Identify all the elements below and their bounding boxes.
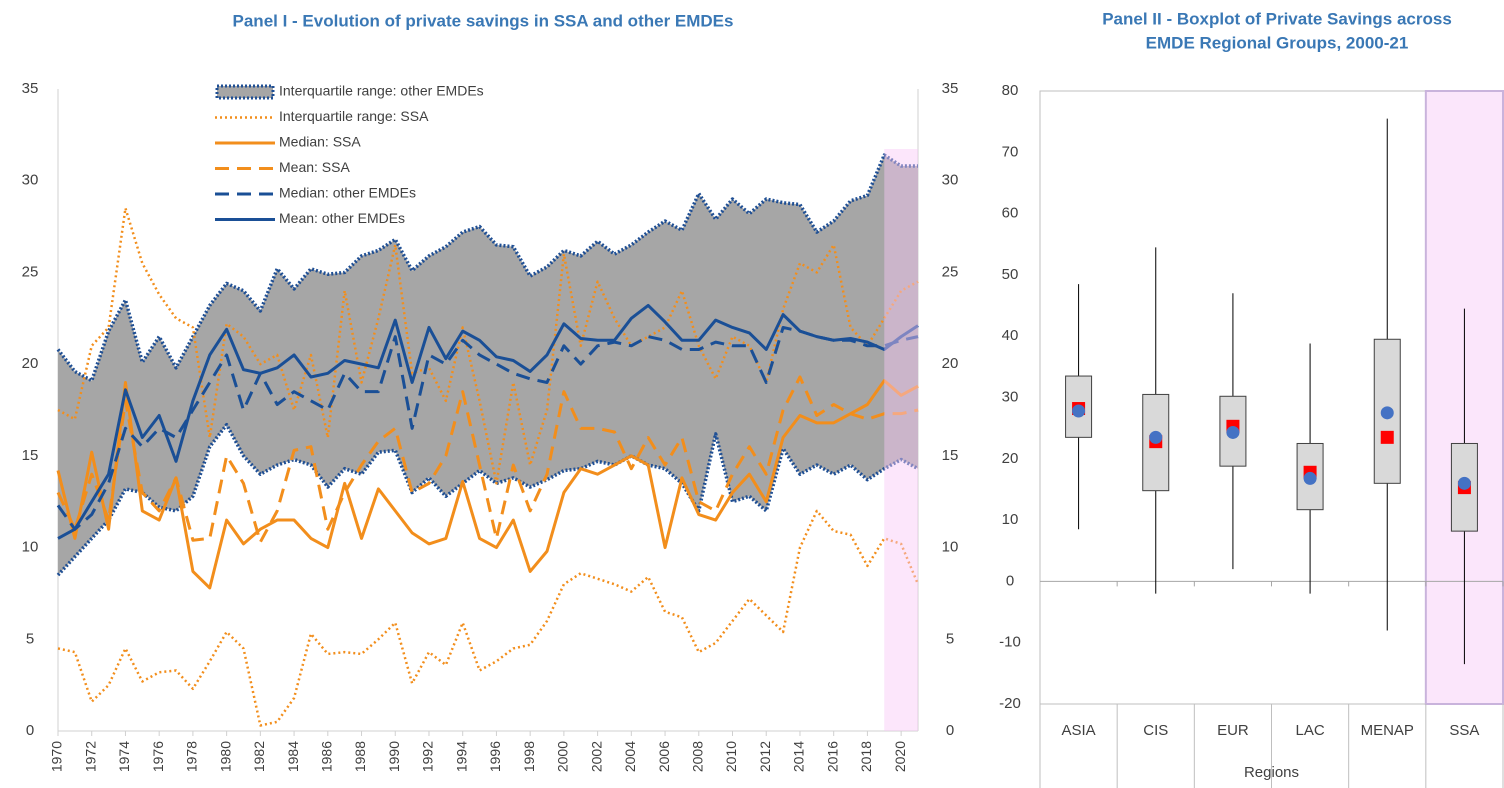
y-tick-label: 0 xyxy=(1006,572,1014,589)
x-tick-label: 2006 xyxy=(656,741,672,772)
y2-tick-label: 15 xyxy=(942,447,959,464)
y2-tick-label: 25 xyxy=(942,263,959,280)
iqr-upper-line xyxy=(56,153,918,383)
x-tick-label: 2004 xyxy=(622,741,638,772)
x-tick-label: 2002 xyxy=(588,741,604,772)
y-tick-label: 10 xyxy=(1002,511,1019,528)
y2-tick-label: 20 xyxy=(942,355,959,372)
legend-label: Interquartile range: other EMDEs xyxy=(279,83,484,99)
x-tick-label: SSA xyxy=(1449,722,1479,739)
x-tick-label: 1984 xyxy=(285,741,301,772)
x-tick-label: 2008 xyxy=(689,741,705,772)
x-axis-label: Regions xyxy=(1244,764,1299,781)
x-tick-label: CIS xyxy=(1143,722,1168,739)
x-tick-label: 1976 xyxy=(150,741,166,772)
series-line xyxy=(56,379,919,590)
circle-marker xyxy=(1457,476,1471,490)
y-tick-label: -20 xyxy=(999,695,1021,712)
x-tick-label: MENAP xyxy=(1361,722,1414,739)
y2-tick-label: 35 xyxy=(942,80,959,97)
x-tick-label: 1992 xyxy=(420,741,436,772)
panel-2-title: EMDE Regional Groups, 2000-21 xyxy=(1146,33,1409,52)
y-tick-label: 10 xyxy=(22,539,39,556)
y-tick-label: 20 xyxy=(1002,450,1019,467)
x-tick-label: EUR xyxy=(1217,722,1249,739)
y-tick-label: 0 xyxy=(26,722,34,739)
x-tick-label: 1986 xyxy=(319,741,335,772)
iqr-upper-line xyxy=(57,206,919,485)
y2-tick-label: 0 xyxy=(946,722,954,739)
series-line xyxy=(57,303,919,540)
legend-label: Mean: other EMDEs xyxy=(279,210,405,226)
x-tick-label: 1990 xyxy=(386,741,402,772)
legend-swatch xyxy=(215,84,275,100)
series-line xyxy=(56,325,919,531)
x-tick-label: 1974 xyxy=(116,741,132,772)
x-tick-label: 1982 xyxy=(251,741,267,772)
y2-tick-label: 30 xyxy=(942,172,959,189)
x-tick-label: 2010 xyxy=(723,741,739,772)
circle-marker xyxy=(1149,430,1163,444)
series-line xyxy=(56,375,919,544)
legend-label: Mean: SSA xyxy=(279,159,350,175)
legend-label: Median: SSA xyxy=(279,134,361,150)
x-tick-label: 1998 xyxy=(521,741,537,772)
x-tick-label: 1996 xyxy=(487,741,503,772)
y-tick-label: 20 xyxy=(22,355,39,372)
legend-label: Median: other EMDEs xyxy=(279,185,416,201)
y-tick-label: 25 xyxy=(22,263,39,280)
x-tick-label: 2014 xyxy=(791,741,807,772)
y-tick-label: 30 xyxy=(22,172,39,189)
y-tick-label: 50 xyxy=(1002,266,1019,283)
x-tick-label: 1970 xyxy=(49,741,65,772)
y-tick-label: -10 xyxy=(999,634,1021,651)
x-tick-label: 1978 xyxy=(184,741,200,772)
y-tick-label: 80 xyxy=(1002,82,1019,99)
y2-tick-label: 10 xyxy=(942,539,959,556)
x-tick-label: 2018 xyxy=(858,741,874,772)
x-tick-label: 1994 xyxy=(453,741,469,772)
iqr-lower-line xyxy=(56,422,919,577)
x-tick-label: 2000 xyxy=(555,741,571,772)
circle-marker xyxy=(1303,471,1317,485)
panel-1-title: Panel I - Evolution of private savings i… xyxy=(233,11,734,30)
x-tick-label: 2020 xyxy=(892,741,908,772)
panel-2-title: Panel II - Boxplot of Private Savings ac… xyxy=(1102,9,1452,28)
y2-tick-label: 5 xyxy=(946,630,954,647)
x-tick-label: 2012 xyxy=(757,741,773,772)
circle-marker xyxy=(1226,425,1240,439)
legend-label: Interquartile range: SSA xyxy=(279,108,429,124)
circle-marker xyxy=(1072,404,1086,418)
y-tick-label: 40 xyxy=(1002,327,1019,344)
y-tick-label: 70 xyxy=(1002,143,1019,160)
iqr-band-fill xyxy=(58,155,918,576)
highlight-region xyxy=(884,149,918,731)
x-tick-label: ASIA xyxy=(1061,722,1095,739)
x-tick-label: 1972 xyxy=(82,741,98,772)
y-tick-label: 15 xyxy=(22,447,39,464)
y-tick-label: 30 xyxy=(1002,388,1019,405)
y-tick-label: 35 xyxy=(22,80,39,97)
x-tick-label: LAC xyxy=(1295,722,1324,739)
x-tick-label: 1980 xyxy=(217,741,233,772)
y-tick-label: 60 xyxy=(1002,205,1019,222)
square-marker xyxy=(1380,430,1394,444)
x-tick-label: 2016 xyxy=(824,741,840,772)
y-tick-label: 5 xyxy=(26,630,34,647)
circle-marker xyxy=(1380,406,1394,420)
x-tick-label: 1988 xyxy=(352,741,368,772)
